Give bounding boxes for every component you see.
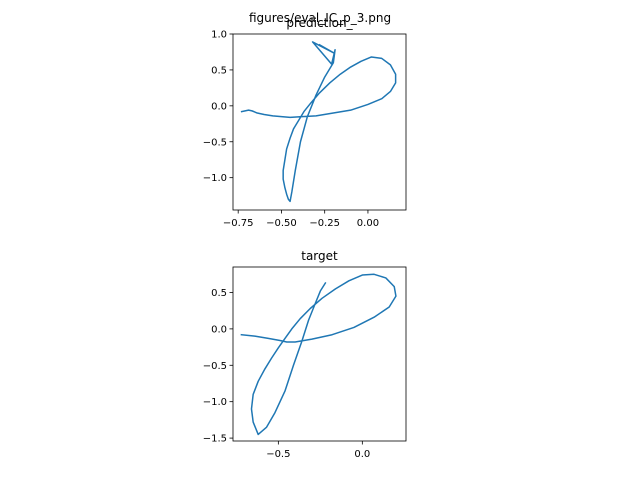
prediction-x-tick-label: −0.50	[266, 218, 297, 229]
target-series-line-0	[240, 273, 397, 436]
prediction-y-tick-label: −1.0	[203, 173, 227, 184]
prediction-y-tick-label: 0.5	[211, 65, 227, 76]
prediction-series-line-0	[240, 41, 397, 203]
prediction-axes: prediction_ −0.75 −0.50 −0.25 0.00 1.0 0.5 0.0 −…	[203, 16, 407, 229]
target-y-tick-label: −1.5	[203, 434, 227, 445]
prediction-y-tick-label: 1.0	[211, 30, 227, 41]
target-axes: target −0.5 0.0 0.5 0.0 −0.5 −1.0 −1.5	[203, 249, 407, 460]
prediction-x-tick-label: −0.25	[309, 218, 340, 229]
prediction-x-tick-label: −0.75	[223, 218, 254, 229]
target-y-tick-label: 0.0	[211, 324, 227, 335]
prediction-y-tick-label: 0.0	[211, 101, 227, 112]
target-x-tick-label: 0.0	[354, 449, 370, 460]
prediction-y-tick-label: −0.5	[203, 137, 227, 148]
prediction-x-tick-label: 0.00	[357, 218, 379, 229]
prediction-axes-frame	[232, 33, 407, 211]
target-y-tick-label: 0.5	[211, 288, 227, 299]
target-title: target	[301, 249, 338, 263]
figure-suptitle: figures/eval_IC_p_3.png	[249, 11, 391, 25]
prediction-title: prediction_	[286, 16, 353, 30]
target-x-tick-label: −0.5	[266, 449, 290, 460]
target-axes-frame	[232, 266, 407, 442]
target-y-tick-label: −0.5	[203, 361, 227, 372]
target-y-tick-label: −1.0	[203, 397, 227, 408]
